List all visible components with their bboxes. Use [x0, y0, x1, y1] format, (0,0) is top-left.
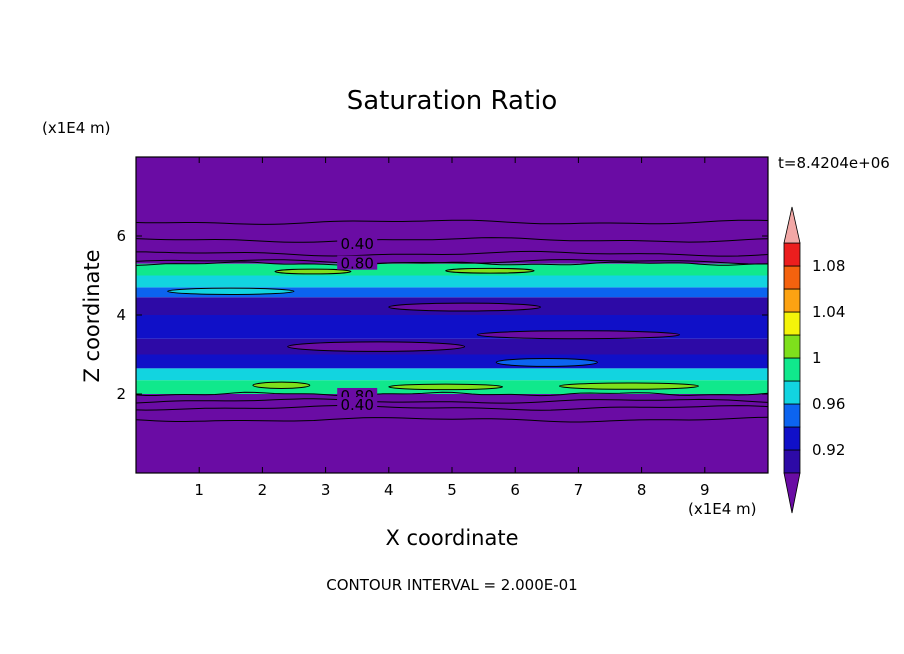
contour-label-bg-3 [337, 397, 378, 412]
field-band-10 [136, 157, 768, 264]
field-patch-0 [252, 381, 311, 389]
colorbar-label-1: 1.04 [812, 303, 845, 321]
contour-line-upper-edge [135, 261, 768, 266]
colorbar-label-2: 1 [812, 349, 822, 367]
field-band-3 [136, 354, 768, 369]
field-patch-3 [274, 268, 352, 275]
field-patch-7 [388, 302, 541, 312]
field-band-8 [136, 275, 768, 288]
x-axis-label: X coordinate [385, 526, 519, 550]
field-band-7 [136, 287, 768, 298]
field-band-2 [136, 368, 768, 381]
time-label: t=8.4204e+06 [778, 154, 890, 172]
contour-interval-note: CONTOUR INTERVAL = 2.000E-01 [326, 576, 578, 594]
colorbar-low-triangle [783, 472, 801, 514]
y-axis-unit: (x1E4 m) [42, 119, 111, 137]
contour-label-bg-1 [337, 255, 378, 270]
colorbar-label-4: 0.92 [812, 441, 845, 459]
colorbar-segment-4 [783, 357, 801, 382]
contour-line-4 [136, 250, 769, 257]
contour-label-1: 0.80 [340, 255, 373, 273]
field-patch-5 [287, 341, 466, 352]
field-patch-2 [558, 382, 699, 390]
colorbar-label-3: 0.96 [812, 395, 845, 413]
colorbar-segment-0 [783, 449, 801, 474]
colorbar-segment-5 [783, 334, 801, 359]
field-patch-9 [495, 357, 598, 367]
contour-label-0: 0.40 [340, 235, 373, 253]
colorbar-segment-3 [783, 380, 801, 405]
x-tick-label-3: 4 [384, 481, 394, 499]
x-tick-label-7: 8 [637, 481, 647, 499]
field-patch-8 [167, 287, 295, 295]
colorbar-label-0: 1.08 [812, 257, 845, 275]
contour-line-5 [135, 237, 769, 243]
contour-label-3: 0.40 [340, 396, 373, 414]
chart-title: Saturation Ratio [346, 86, 558, 116]
x-axis-unit: (x1E4 m) [688, 500, 757, 518]
contour-line-3 [135, 259, 769, 265]
x-tick-label-5: 6 [510, 481, 520, 499]
contour-line-6 [135, 219, 769, 225]
colorbar-segment-9 [783, 242, 801, 267]
x-tick-label-2: 3 [321, 481, 331, 499]
colorbar-segment-8 [783, 265, 801, 290]
field-patch-4 [445, 267, 535, 274]
x-tick-label-6: 7 [574, 481, 584, 499]
contour-label-bg-0 [337, 235, 378, 250]
x-tick-label-8: 9 [700, 481, 710, 499]
y-tick-label-1: 4 [116, 306, 126, 324]
colorbar-segment-1 [783, 426, 801, 451]
colorbar-segment-7 [783, 288, 801, 313]
field-patch-6 [476, 330, 681, 340]
field-patch-1 [388, 383, 504, 391]
x-tick-label-0: 1 [194, 481, 204, 499]
colorbar-segment-2 [783, 403, 801, 428]
contour-line-2 [135, 398, 769, 404]
colorbar-segment-6 [783, 311, 801, 336]
contour-line-1 [135, 404, 769, 411]
x-tick-label-4: 5 [447, 481, 457, 499]
contour-line-0 [135, 416, 769, 423]
y-tick-label-2: 6 [116, 227, 126, 245]
contour-line-lower-edge [135, 391, 769, 397]
y-tick-label-0: 2 [116, 385, 126, 403]
colorbar-high-triangle [783, 206, 801, 244]
x-tick-label-1: 2 [258, 481, 268, 499]
field-band-0 [136, 394, 768, 473]
